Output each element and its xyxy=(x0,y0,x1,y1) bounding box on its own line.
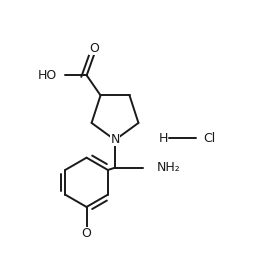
Text: H: H xyxy=(159,132,168,145)
Text: O: O xyxy=(90,42,99,55)
Text: N: N xyxy=(110,133,120,146)
Text: O: O xyxy=(81,227,91,240)
Text: Cl: Cl xyxy=(204,132,216,145)
Text: HO: HO xyxy=(38,69,57,82)
Text: NH₂: NH₂ xyxy=(157,161,180,174)
